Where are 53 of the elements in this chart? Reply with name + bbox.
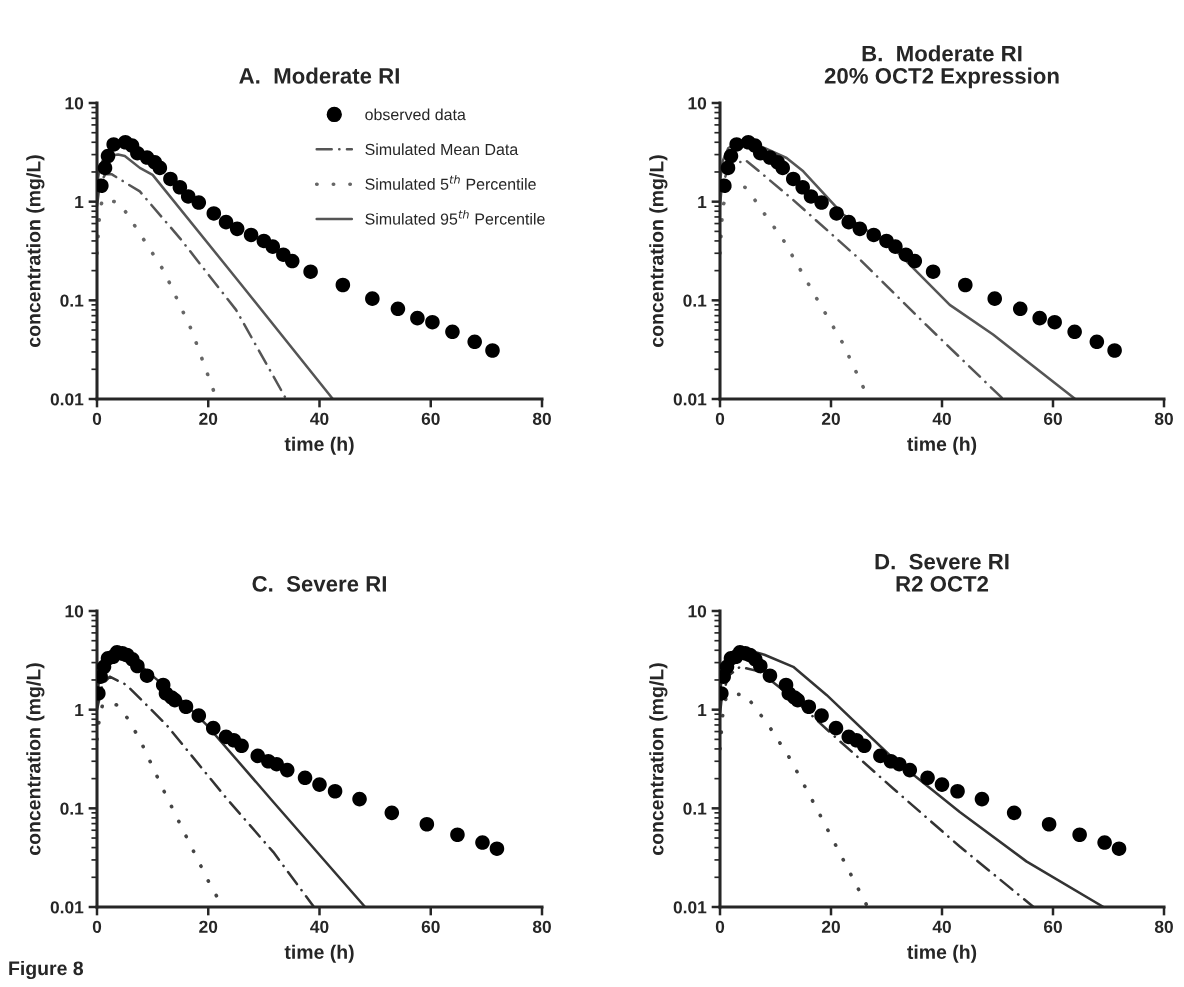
y-tick-label: 0.1 — [683, 802, 707, 815]
x-axis-title: time (h) — [284, 436, 354, 455]
x-tick-label: 0 — [715, 412, 725, 425]
x-tick-label: 80 — [1154, 920, 1173, 933]
y-tick-label: 0.1 — [683, 294, 707, 307]
x-tick-label: 60 — [1043, 412, 1062, 425]
x-tick-label: 80 — [1154, 412, 1173, 425]
y-tick-label: 10 — [688, 97, 707, 110]
x-tick-label: 20 — [821, 412, 840, 425]
chart-title: D. Severe RI R2 OCT2 — [875, 553, 1009, 592]
x-tick-label: 40 — [932, 920, 951, 933]
y-tick-label: 10 — [65, 605, 84, 618]
x-tick-label: 20 — [821, 920, 840, 933]
caption: Figure 8 — [9, 960, 84, 980]
y-tick-label: 0.01 — [50, 901, 84, 914]
y-axis-title: concentration (mg/L) — [649, 663, 668, 855]
y-tick-label: 0.01 — [673, 393, 707, 406]
y-tick-label: 1 — [75, 196, 84, 208]
y-tick-label: 1 — [75, 704, 84, 716]
y-axis-title: concentration (mg/L) — [26, 155, 45, 347]
y-axis-title: concentration (mg/L) — [26, 663, 45, 855]
chart-title: C. Severe RI — [252, 576, 386, 592]
x-tick-label: 40 — [310, 920, 329, 933]
legend-label: observed data — [365, 108, 466, 121]
chart-title: B. Moderate RI 20% OCT2 Expression — [824, 45, 1059, 89]
y-tick-label: 0.01 — [673, 901, 707, 914]
x-tick-label: 20 — [199, 920, 218, 933]
chart-title: A. Moderate RI — [239, 67, 399, 84]
y-tick-label: 10 — [688, 605, 707, 618]
x-axis-title: time (h) — [284, 944, 354, 963]
y-tick-label: 0.01 — [50, 393, 84, 406]
x-tick-label: 80 — [532, 920, 551, 933]
y-tick-label: 1 — [698, 196, 707, 208]
x-tick-label: 0 — [92, 920, 102, 933]
x-tick-label: 60 — [1043, 920, 1062, 933]
x-tick-label: 60 — [421, 412, 440, 425]
x-tick-label: 60 — [421, 920, 440, 933]
legend-label: Simulated 5$^{th}$ Percentile — [365, 175, 536, 190]
legend-label: Simulated Mean Data — [365, 143, 519, 156]
x-tick-label: 40 — [310, 412, 329, 425]
x-tick-label: 0 — [715, 920, 725, 933]
y-axis-title: concentration (mg/L) — [649, 155, 668, 347]
x-tick-label: 40 — [932, 412, 951, 425]
x-tick-label: 20 — [199, 412, 218, 425]
x-axis-title: time (h) — [907, 436, 977, 455]
x-axis-title: time (h) — [907, 944, 977, 963]
y-tick-label: 0.1 — [60, 294, 84, 307]
x-tick-label: 0 — [92, 412, 102, 425]
legend-label: Simulated 95$^{th}$ Percentile — [365, 209, 545, 225]
y-tick-label: 0.1 — [60, 802, 84, 815]
y-tick-label: 10 — [65, 97, 84, 110]
x-tick-label: 80 — [532, 412, 551, 425]
y-tick-label: 1 — [698, 704, 707, 716]
